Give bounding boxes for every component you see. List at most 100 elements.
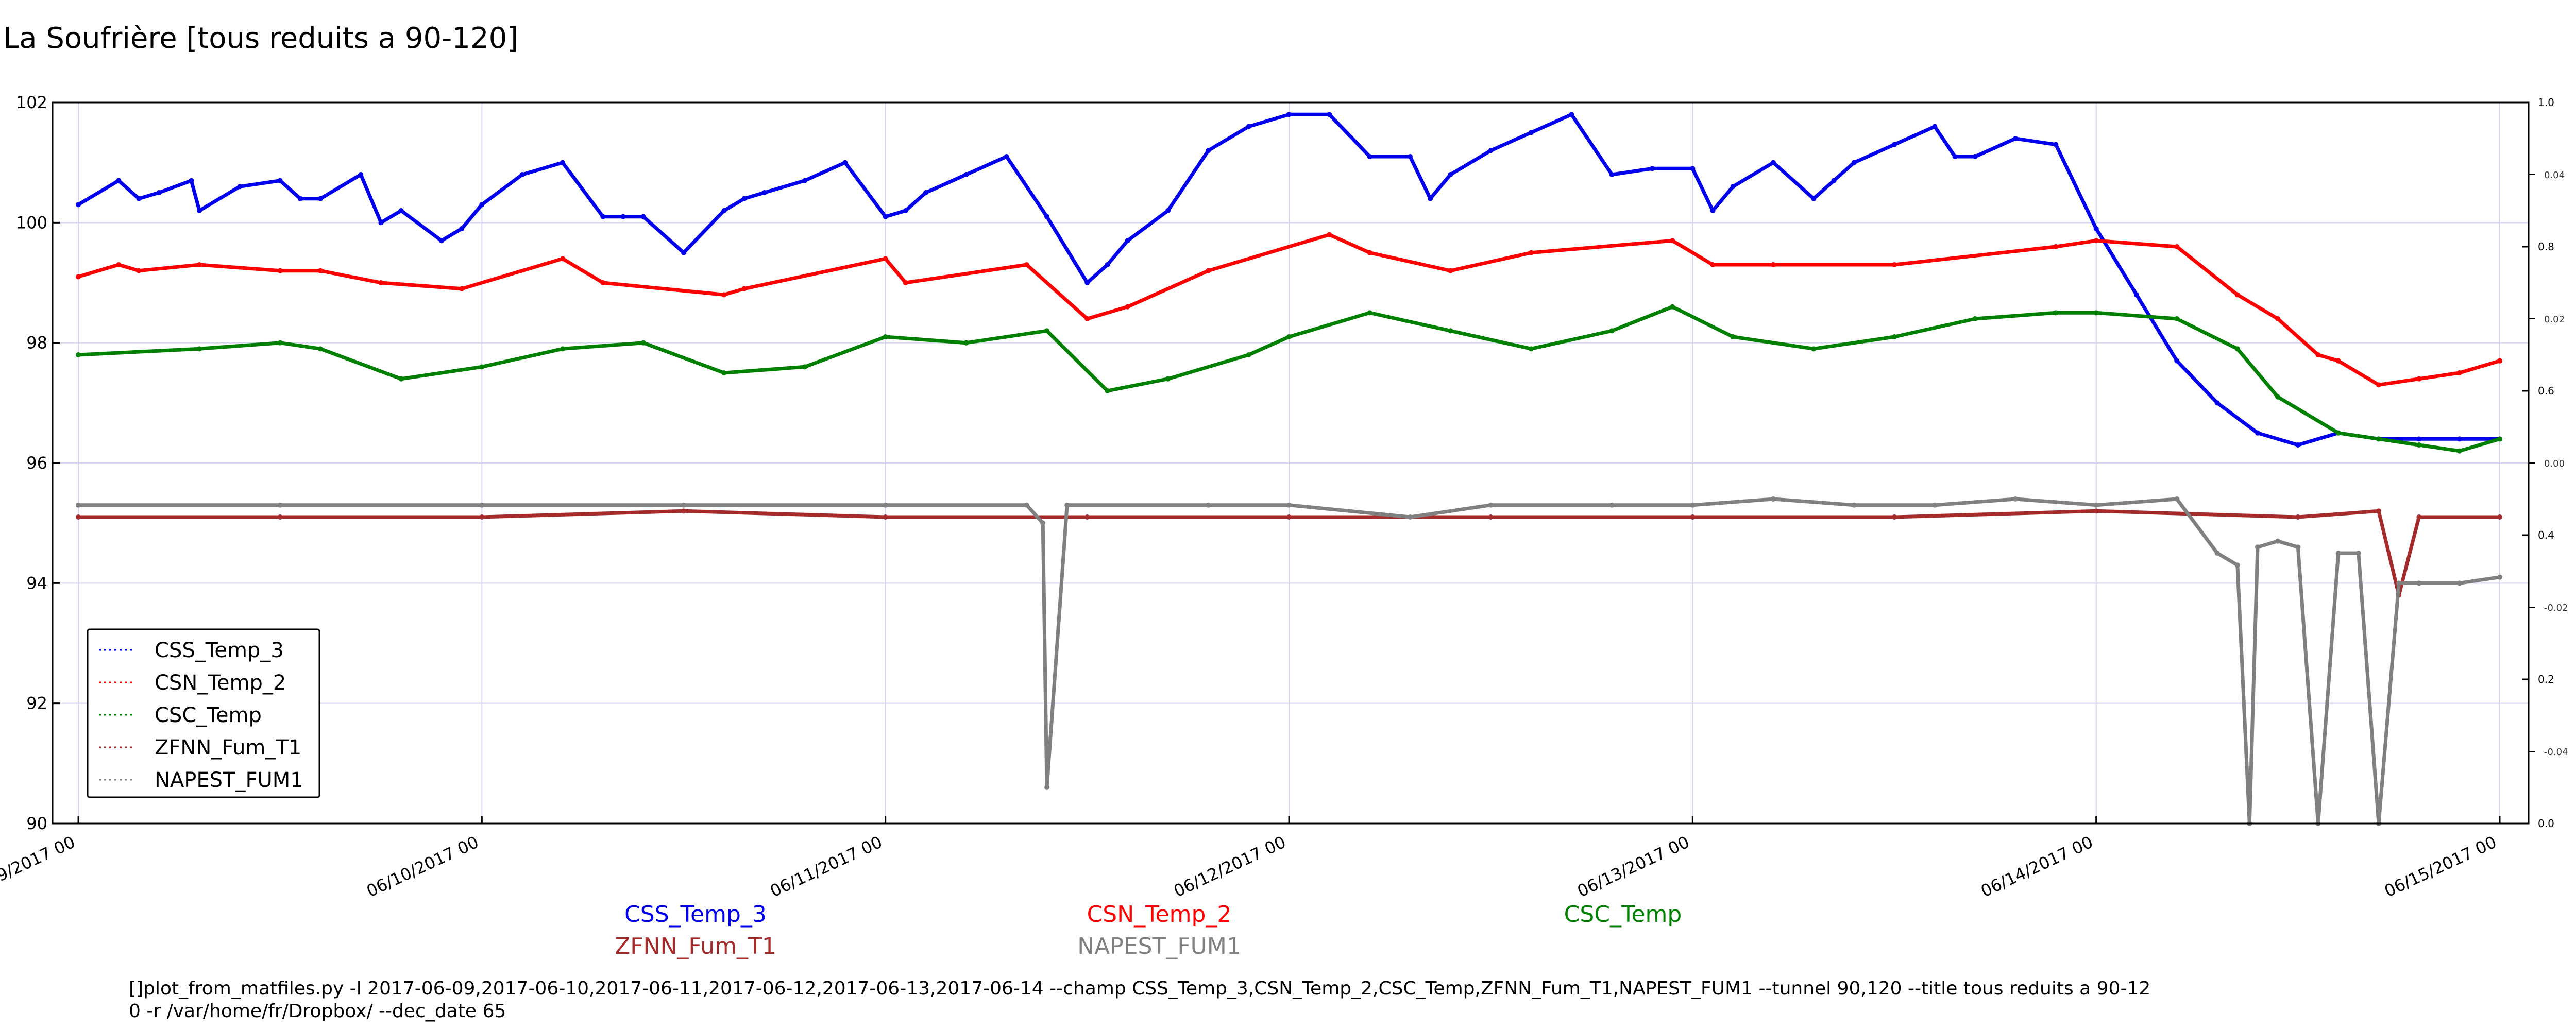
data-point-csn-temp-2 [600, 280, 606, 285]
data-point-css-temp-3 [1125, 238, 1130, 244]
right-axis-tick-label: 0.4 [2538, 529, 2554, 541]
data-point-css-temp-3 [237, 184, 243, 190]
data-point-csc-temp [1448, 328, 1453, 334]
data-point-csn-temp-2 [2093, 238, 2099, 244]
data-point-css-temp-3 [1448, 172, 1453, 177]
series-line-css-temp-3 [76, 112, 2502, 447]
data-point-csn-temp-2 [1367, 250, 1372, 255]
data-point-csc-temp [640, 340, 646, 346]
data-point-napest-fum1 [2497, 574, 2502, 580]
data-point-css-temp-3 [2295, 442, 2301, 448]
data-point-css-temp-3 [1831, 178, 1837, 183]
data-point-napest-fum1 [2234, 562, 2240, 568]
data-point-css-temp-3 [2134, 292, 2139, 298]
data-point-napest-fum1 [2335, 551, 2341, 556]
data-point-csc-temp [2497, 436, 2502, 442]
data-point-css-temp-3 [1084, 280, 1090, 285]
data-point-napest-fum1 [2295, 544, 2301, 550]
data-point-css-temp-3 [640, 214, 646, 219]
data-point-zfnn-fum-t1 [1286, 514, 1292, 520]
data-point-napest-fum1 [277, 502, 283, 508]
data-point-napest-fum1 [1932, 502, 1938, 508]
data-point-csn-temp-2 [560, 256, 565, 262]
data-point-csc-temp [2234, 346, 2240, 352]
data-point-csn-temp-2 [1771, 262, 1776, 267]
y-tick-label: 90 [26, 814, 47, 833]
right-inner-tick-label: 0.02 [2544, 314, 2565, 325]
data-point-napest-fum1 [1408, 514, 1413, 520]
data-point-css-temp-3 [479, 202, 485, 208]
data-point-csn-temp-2 [2497, 358, 2502, 364]
data-point-css-temp-3 [1529, 130, 1534, 135]
data-point-csn-temp-2 [197, 262, 202, 267]
data-point-csc-temp [1165, 376, 1171, 382]
data-point-csc-temp [883, 334, 888, 339]
data-point-csc-temp [1811, 346, 1817, 352]
data-point-css-temp-3 [1165, 208, 1171, 213]
data-point-csc-temp [1972, 316, 1978, 321]
caption-napest-fum1: NAPEST_FUM1 [1077, 933, 1241, 959]
data-point-zfnn-fum-t1 [1488, 514, 1494, 520]
data-point-napest-fum1 [479, 502, 485, 508]
x-tick-label: 06/09/2017 00 [0, 832, 78, 901]
data-point-css-temp-3 [1408, 154, 1413, 159]
y-tick-label: 92 [26, 694, 47, 713]
data-point-csc-temp [2174, 316, 2180, 321]
data-point-napest-fum1 [2275, 538, 2281, 544]
right-inner-tick-label: 0.00 [2544, 458, 2565, 469]
legend-label-csn-temp-2: CSN_Temp_2 [155, 671, 286, 695]
data-point-csc-temp [1044, 328, 1049, 334]
data-point-css-temp-3 [963, 172, 969, 177]
data-point-css-temp-3 [2093, 226, 2099, 231]
data-point-csc-temp [802, 364, 807, 370]
data-point-css-temp-3 [1730, 184, 1736, 190]
data-point-zfnn-fum-t1 [277, 514, 283, 520]
caption-css-temp-3: CSS_Temp_3 [624, 901, 767, 928]
data-point-css-temp-3 [560, 160, 565, 165]
data-point-css-temp-3 [1044, 214, 1049, 219]
right-axis-tick-label: 0.2 [2538, 673, 2554, 685]
data-point-csc-temp [1529, 346, 1534, 352]
data-point-napest-fum1 [1044, 785, 1049, 790]
data-point-css-temp-3 [1710, 208, 1716, 213]
data-point-csc-temp [963, 340, 969, 346]
right-inner-tick-label: 0.04 [2544, 170, 2565, 181]
data-point-css-temp-3 [2174, 358, 2180, 364]
axis-layer: 06/09/2017 00 06/10/2017 00 06/11/2017 00 0… [0, 93, 2568, 901]
data-point-napest-fum1 [1851, 502, 1857, 508]
data-point-csn-temp-2 [1024, 262, 1029, 267]
data-point-css-temp-3 [761, 190, 767, 195]
data-point-css-temp-3 [1932, 124, 1938, 129]
data-point-csc-temp [721, 370, 727, 375]
data-point-napest-fum1 [1040, 520, 1046, 526]
data-point-csc-temp [479, 364, 485, 370]
data-point-csc-temp [277, 340, 283, 346]
data-point-csc-temp [1892, 334, 1897, 339]
data-point-css-temp-3 [923, 190, 928, 195]
y-tick-label: 102 [16, 93, 47, 112]
data-point-zfnn-fum-t1 [2376, 508, 2381, 514]
data-point-css-temp-3 [600, 214, 606, 219]
data-point-css-temp-3 [116, 178, 122, 183]
data-point-css-temp-3 [1367, 154, 1372, 159]
data-point-zfnn-fum-t1 [2416, 514, 2422, 520]
x-tick-label: 06/13/2017 00 [1574, 832, 1692, 901]
data-point-css-temp-3 [1771, 160, 1776, 165]
data-point-csn-temp-2 [378, 280, 384, 285]
data-point-napest-fum1 [1771, 496, 1776, 502]
data-point-napest-fum1 [76, 502, 81, 508]
legend-label-css-temp-3: CSS_Temp_3 [155, 639, 284, 662]
data-point-csc-temp [2093, 310, 2099, 316]
data-point-csc-temp [2376, 436, 2381, 442]
x-tick-label: 06/10/2017 00 [364, 832, 482, 901]
data-point-csn-temp-2 [277, 268, 283, 273]
data-point-css-temp-3 [439, 238, 444, 244]
data-point-napest-fum1 [2255, 544, 2260, 550]
data-point-css-temp-3 [1004, 154, 1009, 159]
data-point-css-temp-3 [1851, 160, 1857, 165]
data-point-css-temp-3 [398, 208, 404, 213]
right-axis-tick-label: 0.6 [2538, 385, 2554, 397]
data-point-csc-temp [560, 346, 565, 352]
data-point-csn-temp-2 [318, 268, 323, 273]
